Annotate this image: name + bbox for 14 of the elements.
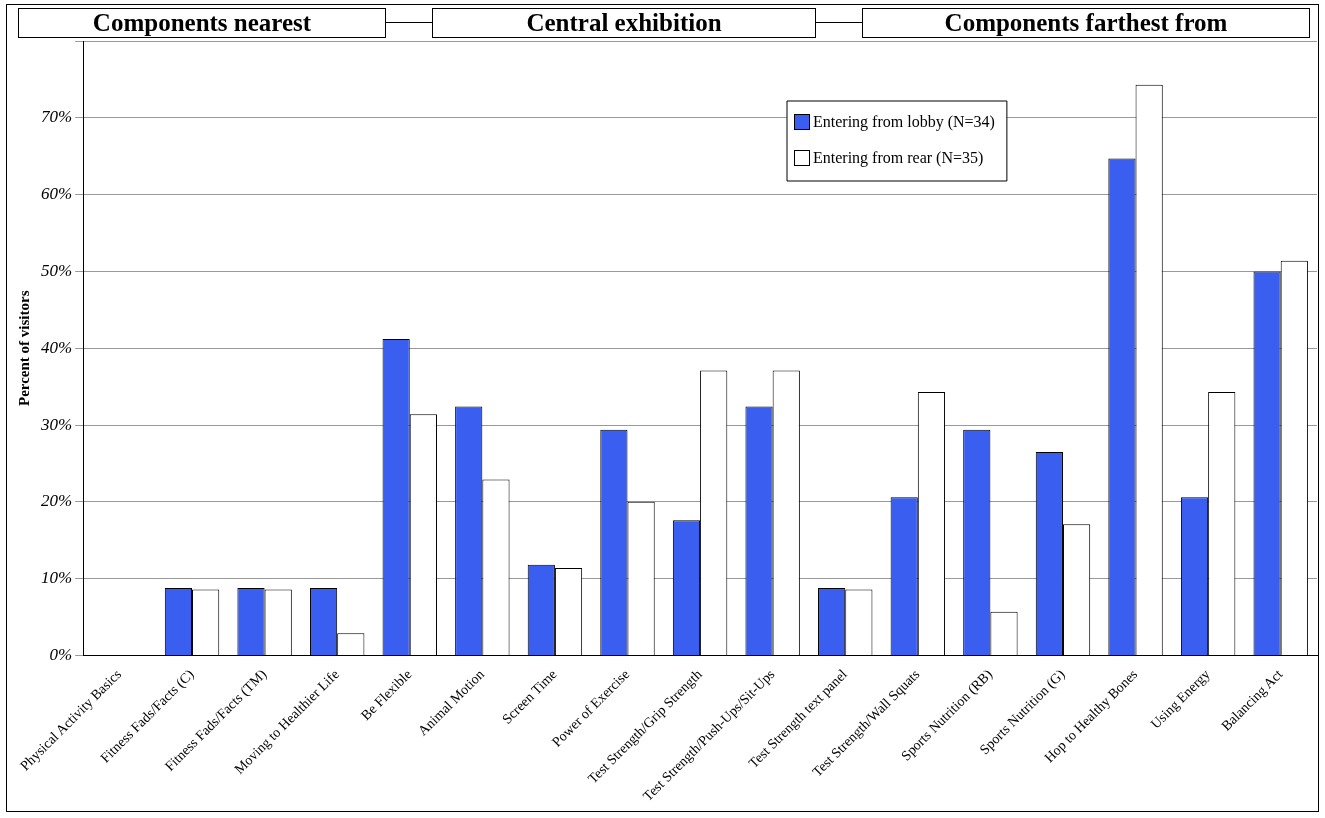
y-tick-label: 20% bbox=[40, 491, 73, 511]
y-tick-label: 50% bbox=[40, 260, 73, 280]
y-tick-label: 0% bbox=[49, 644, 73, 664]
text: Components nearest bbox=[18, 8, 386, 38]
text: Components farthest from bbox=[862, 8, 1310, 38]
y-axis-title: Percent of visitors bbox=[15, 290, 32, 407]
legend-label: Entering from lobby (N=34) bbox=[813, 113, 995, 132]
legend-label: Entering from rear (N=35) bbox=[813, 149, 984, 168]
y-tick-label: 60% bbox=[40, 184, 73, 204]
y-tick-label: 40% bbox=[40, 337, 73, 357]
text: Central exhibition bbox=[432, 8, 816, 38]
y-tick-label: 30% bbox=[39, 414, 73, 434]
y-tick-label: 10% bbox=[40, 568, 73, 588]
y-tick-label: 70% bbox=[40, 107, 73, 127]
